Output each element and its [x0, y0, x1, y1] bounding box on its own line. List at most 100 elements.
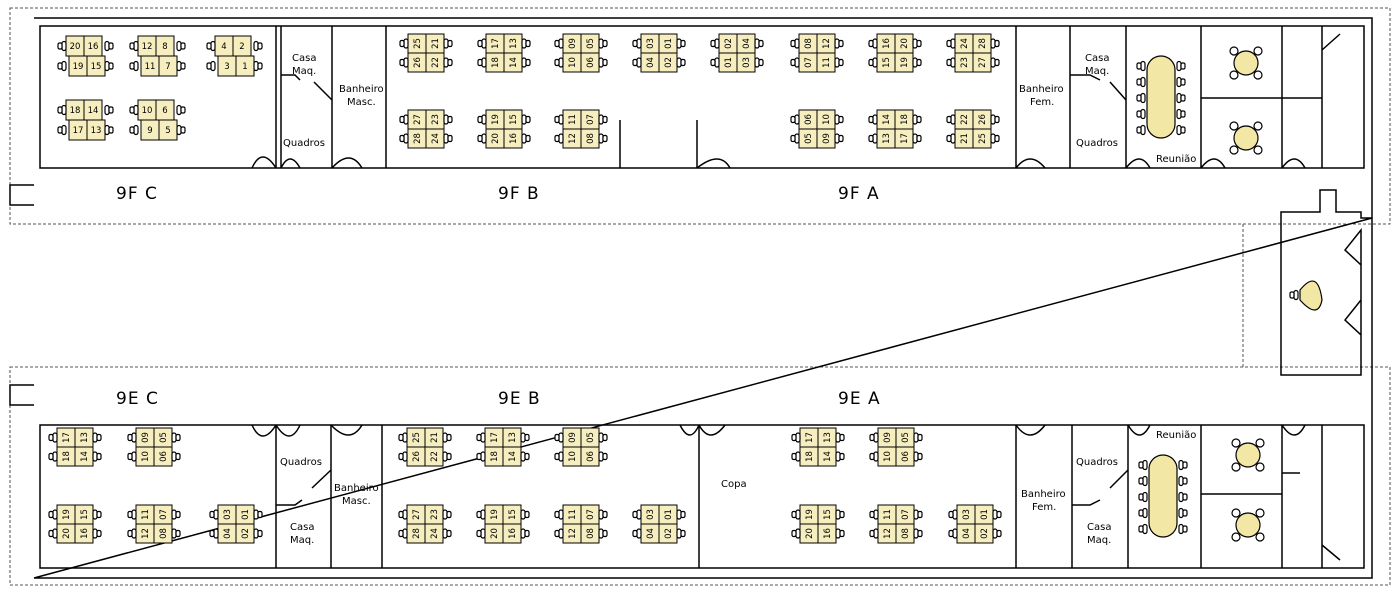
chair-icon [869, 509, 879, 520]
chair-icon [209, 528, 219, 539]
desk-number: 21 [960, 133, 970, 144]
desk-pod: 03 01 04 02 [632, 504, 686, 544]
desk-number: 04 [223, 528, 233, 539]
chair-icon [476, 451, 486, 462]
chair-icon [1136, 76, 1146, 88]
chair-icon [868, 114, 878, 125]
desk-number: 07 [159, 509, 169, 520]
chair-icon [476, 528, 486, 539]
desk-number: 08 [901, 528, 911, 539]
desk-number: 13 [823, 432, 833, 443]
desk-number: 4 [221, 42, 226, 52]
desk-number: 15 [509, 114, 519, 125]
desk-number: 01 [724, 57, 734, 68]
chair-icon [399, 133, 409, 144]
chair-icon [1253, 145, 1263, 155]
chair-icon [442, 509, 452, 520]
round-table-chairs [1229, 46, 1263, 80]
chair-icon [598, 509, 608, 520]
chair-icon [442, 451, 452, 462]
desk-number: 26 [978, 114, 988, 125]
chair-icon [57, 124, 67, 136]
desk-pod: 19 15 20 16 [476, 504, 530, 544]
desk-number: 18 [62, 451, 72, 462]
room-copa-9e: Copa [721, 479, 747, 490]
chair-icon [554, 509, 564, 520]
desk-number: 02 [664, 528, 674, 539]
desk-number: 19 [73, 62, 84, 72]
chair-icon [835, 528, 845, 539]
desk-number: 12 [568, 133, 578, 144]
chair-icon [946, 133, 956, 144]
chair-icon [913, 432, 923, 443]
chair-icon [1178, 523, 1188, 535]
desk-number: 06 [586, 451, 596, 462]
desk-number: 09 [568, 432, 578, 443]
chair-icon [1136, 124, 1146, 136]
desk-number: 18 [70, 106, 81, 116]
desk-number: 04 [742, 38, 752, 49]
chair-icon [1231, 532, 1241, 542]
chair-icon [834, 133, 844, 144]
room-quadros-9e-left: Quadros [280, 457, 322, 468]
desk-number: 9 [147, 126, 152, 136]
desk-cluster: 18 14 17 13 [57, 99, 114, 141]
chair-icon [398, 509, 408, 520]
chair-icon [520, 528, 530, 539]
chair-icon [868, 38, 878, 49]
desk-number: 07 [804, 57, 814, 68]
desk-cluster: 4 23 1 [206, 35, 263, 77]
chair-icon [206, 40, 216, 52]
desk-cluster: 20 16 19 15 [57, 35, 114, 77]
chair-icon [127, 509, 137, 520]
desk-number: 01 [980, 509, 990, 520]
chair-icon [754, 57, 764, 68]
desk-pod: 02 04 01 03 [710, 33, 764, 73]
desk-number: 15 [508, 509, 518, 520]
desk-number: 15 [823, 509, 833, 520]
desk-pod: 11 07 12 08 [554, 504, 608, 544]
desk-number: 22 [430, 451, 440, 462]
desk-number: 20 [900, 38, 910, 49]
chair-icon [1176, 76, 1186, 88]
chair-icon [398, 528, 408, 539]
desk-number: 10 [568, 57, 578, 68]
chair-icon [598, 114, 608, 125]
chair-icon [253, 60, 263, 72]
desk-pod: 11 07 12 08 [554, 109, 608, 149]
chair-icon [598, 528, 608, 539]
desk-number: 28 [413, 133, 423, 144]
zone-label-9f-c: 9F C [116, 184, 158, 204]
chair-icon [176, 124, 186, 136]
chair-icon [912, 114, 922, 125]
chair-icon [912, 57, 922, 68]
chair-icon [554, 57, 564, 68]
chair-icon [1136, 60, 1146, 72]
desk-number: 05 [586, 38, 596, 49]
meeting-table-9f [1146, 55, 1176, 139]
desk-number: 02 [724, 38, 734, 49]
9e-partitions [251, 424, 1341, 568]
round-table-chairs [1229, 121, 1263, 155]
chair-icon [1229, 145, 1239, 155]
desk-number: 08 [159, 528, 169, 539]
chair-icon [48, 432, 58, 443]
chair-icon [104, 104, 114, 116]
desk-number: 11 [822, 57, 832, 68]
zone-label-9f-a: 9F A [838, 184, 880, 204]
room-banheiro-masc-9f: Banheiro Masc. [339, 84, 384, 108]
desk-number: 17 [805, 432, 815, 443]
desk-number: 28 [412, 528, 422, 539]
desk-number: 08 [804, 38, 814, 49]
chair-icon [520, 432, 530, 443]
chair-icon [1178, 459, 1188, 471]
chair-icon [476, 432, 486, 443]
chair-icon [598, 432, 608, 443]
chair-icon [520, 451, 530, 462]
chair-icon [176, 40, 186, 52]
chair-icon [477, 133, 487, 144]
chair-icon [521, 38, 531, 49]
chair-icon [129, 60, 139, 72]
desk-number: 11 [141, 509, 151, 520]
chair-icon [253, 509, 263, 520]
